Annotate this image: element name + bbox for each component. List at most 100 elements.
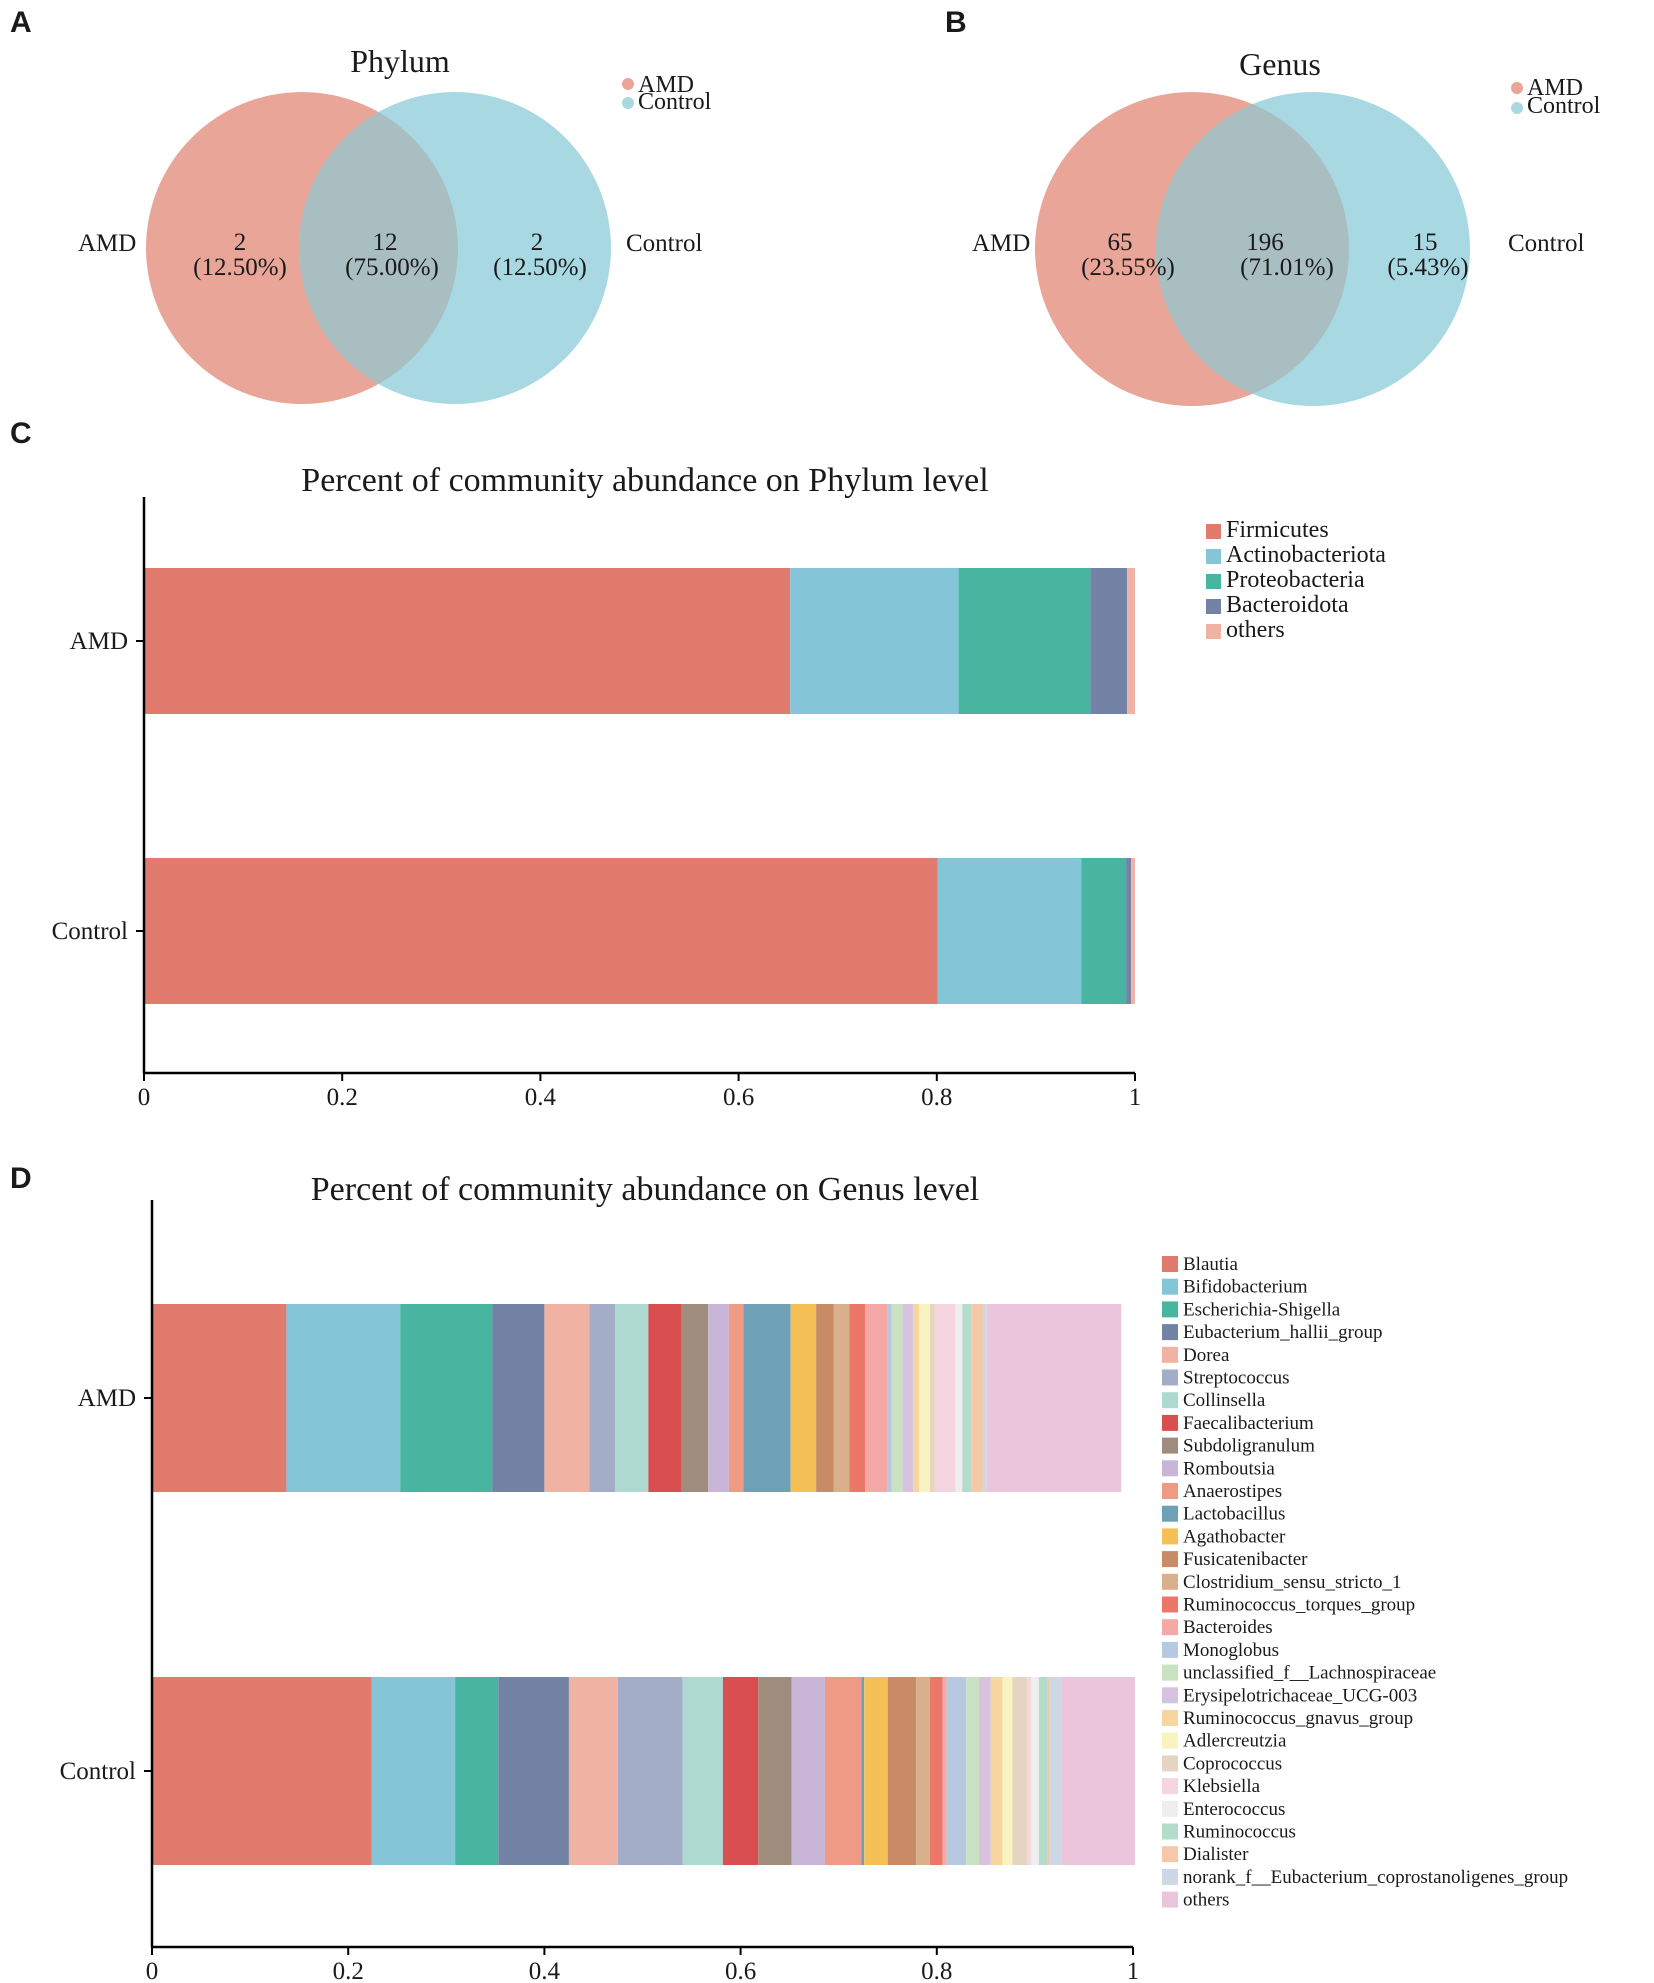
phylum-legend-swatch-firmicutes: [1206, 524, 1221, 539]
genus-xtick-label-3: 0.6: [725, 1958, 756, 1983]
genus-legend-swatch-ruminococcus-torques-group: [1162, 1596, 1178, 1613]
genus-legend-swatch-anaerostipes: [1162, 1483, 1178, 1499]
genus-legend-label-monoglobus: Monoglobus: [1183, 1640, 1279, 1661]
genus-bar-amd-subdoligranulum: [681, 1304, 709, 1492]
venn-genus-left-pct: (23.55%): [1081, 254, 1175, 281]
panel-d-letter: D: [10, 1162, 32, 1195]
genus-bar-control-subdoligranulum: [758, 1677, 792, 1865]
genus-bar-amd-clostridium-sensu-stricto-1: [833, 1304, 850, 1492]
genus-bar-amd-lactobacillus: [743, 1304, 791, 1492]
genus-legend-label-ruminococcus-gnavus-group: Ruminococcus_gnavus_group: [1183, 1708, 1413, 1729]
genus-bar-control-anaerostipes: [824, 1677, 862, 1865]
genus-legend-label-adlercreutzia: Adlercreutzia: [1183, 1731, 1287, 1752]
genus-bar-amd-monoglobus: [887, 1304, 892, 1492]
phylum-bar-control-bacteroidota: [1126, 858, 1132, 1004]
venn-genus-middle-pct: (71.01%): [1240, 254, 1334, 281]
genus-bar-control-coprococcus: [1012, 1677, 1028, 1865]
genus-legend-swatch-bifidobacterium: [1162, 1278, 1178, 1295]
genus-legend-swatch-lactobacillus: [1162, 1505, 1178, 1522]
genus-xtick-label-2: 0.4: [529, 1958, 561, 1983]
venn-phylum-middle-count: 12: [373, 229, 398, 256]
genus-bar-control-agathobacter: [864, 1677, 888, 1865]
genus-bar-amd-streptococcus: [589, 1304, 616, 1492]
phylum-bar-amd-proteobacteria: [958, 568, 1091, 714]
genus-legend-label-dorea: Dorea: [1183, 1345, 1230, 1366]
genus-bar-amd-enterococcus: [955, 1304, 963, 1492]
genus-xtick-label-5: 1: [1127, 1958, 1140, 1983]
genus-bars: [152, 1304, 1135, 1865]
panel-b: B Genus AMD Control AMD Control 65 (23.5…: [945, 6, 1601, 406]
genus-legend-swatch-collinsella: [1162, 1392, 1178, 1409]
venn-genus-middle-count: 196: [1246, 229, 1284, 256]
genus-legend-swatch-ruminococcus: [1162, 1823, 1178, 1840]
venn-phylum-title: Phylum: [350, 43, 450, 79]
phylum-bar-amd-bacteroidota: [1090, 568, 1128, 714]
venn-phylum-legend-amd: AMD: [638, 72, 694, 98]
genus-bar-control-bacteroides: [942, 1677, 947, 1865]
genus-bar-amd-fusicatenibacter: [816, 1304, 834, 1492]
genus-bar-amd-bifidobacterium: [286, 1304, 401, 1492]
genus-xtick-label-4: 0.8: [921, 1958, 952, 1983]
genus-legend-swatch-romboutsia: [1162, 1460, 1178, 1477]
genus-legend-swatch-norank-f-eubacterium-coprostanoligenes-group: [1162, 1868, 1178, 1885]
venn-genus-title: Genus: [1239, 46, 1321, 82]
genus-legend-swatch-subdoligranulum: [1162, 1437, 1178, 1454]
genus-bar-control-monoglobus: [946, 1677, 967, 1865]
genus-legend-label-streptococcus: Streptococcus: [1183, 1368, 1290, 1389]
phylum-legend-label-firmicutes: Firmicutes: [1226, 517, 1329, 543]
genus-bar-amd-coprococcus: [929, 1304, 935, 1492]
genus-bar-control-dorea: [568, 1677, 618, 1865]
genus-bar-amd-dialister: [971, 1304, 983, 1492]
genus-legend-swatch-faecalibacterium: [1162, 1414, 1178, 1431]
genus-legend-label-dialister: Dialister: [1183, 1844, 1249, 1865]
venn-phylum-legend-control-swatch: [622, 97, 634, 109]
genus-bar-control-romboutsia: [791, 1677, 825, 1865]
genus-bar-control-enterococcus: [1030, 1677, 1039, 1865]
genus-bar-amd-others: [986, 1304, 1122, 1492]
phylum-axes: AMD Control 0 0.2 0.4 0.6 0.8 1: [52, 497, 1142, 1111]
phylum-bar-control-proteobacteria: [1081, 858, 1127, 1004]
venn-phylum-legend-control: Control: [638, 89, 712, 115]
genus-legend-swatch-agathobacter: [1162, 1528, 1178, 1545]
phylum-bar-amd-others: [1127, 568, 1135, 714]
phylum-xtick-label-1: 0.2: [327, 1084, 358, 1111]
venn-genus-legend-amd-swatch: [1511, 82, 1523, 94]
genus-legend-swatch-enterococcus: [1162, 1800, 1178, 1817]
genus-legend-swatch-streptococcus: [1162, 1369, 1178, 1386]
genus-legend-label-enterococcus: Enterococcus: [1183, 1799, 1285, 1820]
genus-chart-title: Percent of community abundance on Genus …: [311, 1171, 979, 1208]
genus-legend-label-blautia: Blautia: [1183, 1254, 1238, 1275]
genus-bar-amd-erysipelotrichaceae-ucg-003: [902, 1304, 914, 1492]
genus-legend-swatch-clostridium-sensu-stricto-1: [1162, 1573, 1178, 1590]
genus-bar-control-others: [1061, 1677, 1135, 1865]
genus-bar-amd-romboutsia: [708, 1304, 729, 1492]
genus-bar-amd-escherichia-shigella: [400, 1304, 493, 1492]
panel-c-letter: C: [10, 417, 32, 450]
panel-b-letter: B: [945, 6, 967, 39]
genus-legend-swatch-adlercreutzia: [1162, 1732, 1178, 1749]
venn-genus-overlap: [1155, 104, 1350, 394]
genus-legend-label-bacteroides: Bacteroides: [1183, 1617, 1273, 1638]
genus-bar-amd-norank-f-eubacterium-coprostanoligenes-group: [982, 1304, 987, 1492]
genus-legend-label-unclassified-f-lachnospiraceae: unclassified_f__Lachnospiraceae: [1183, 1663, 1436, 1684]
venn-genus-legend-control-swatch: [1511, 102, 1523, 114]
genus-legend-label-bifidobacterium: Bifidobacterium: [1183, 1277, 1308, 1298]
genus-legend-label-clostridium-sensu-stricto-1: Clostridium_sensu_stricto_1: [1183, 1572, 1402, 1593]
genus-legend-label-others: others: [1183, 1890, 1229, 1911]
genus-bar-control-blautia: [152, 1677, 372, 1865]
genus-legend: BlautiaBifidobacteriumEscherichia-Shigel…: [1162, 1254, 1568, 1911]
venn-phylum-middle-pct: (75.00%): [345, 254, 439, 281]
genus-bar-amd-blautia: [152, 1304, 287, 1492]
phylum-legend-label-actinobacteriota: Actinobacteriota: [1226, 542, 1386, 568]
genus-legend-label-ruminococcus-torques-group: Ruminococcus_torques_group: [1183, 1595, 1415, 1616]
genus-bar-control-ruminococcus-torques-group: [929, 1677, 943, 1865]
genus-category-label-control: Control: [60, 1758, 136, 1785]
genus-legend-swatch-ruminococcus-gnavus-group: [1162, 1710, 1178, 1726]
genus-bar-amd-ruminococcus-torques-group: [849, 1304, 866, 1492]
genus-legend-swatch-klebsiella: [1162, 1778, 1178, 1795]
genus-axes: AMD Control 0 0.2 0.4 0.6 0.8 1: [60, 1200, 1140, 1983]
venn-phylum-overlap: [299, 112, 458, 384]
genus-bar-control-lactobacillus: [861, 1677, 865, 1865]
phylum-xtick-label-5: 1: [1129, 1084, 1142, 1111]
phylum-category-label-amd: AMD: [70, 628, 128, 655]
